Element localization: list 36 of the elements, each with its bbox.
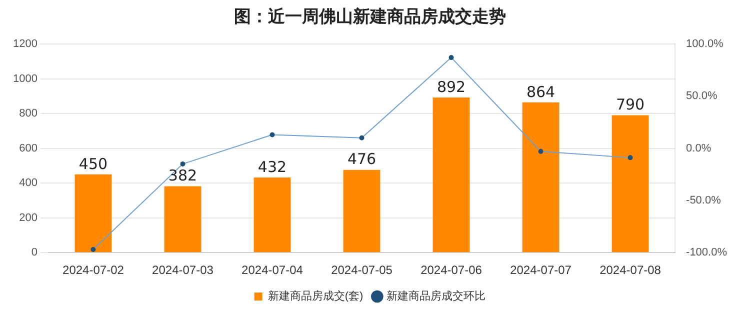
data-label: 476 bbox=[347, 150, 376, 168]
data-label: 864 bbox=[526, 82, 556, 101]
y2-tick-label: -50.0% bbox=[686, 194, 722, 206]
bar bbox=[74, 174, 112, 252]
data-label: 450 bbox=[78, 154, 108, 173]
y2-tick-label: -100.0% bbox=[686, 246, 728, 259]
data-label: 892 bbox=[436, 78, 466, 96]
bar bbox=[522, 102, 560, 252]
data-label: 432 bbox=[258, 158, 287, 176]
x-tick-label: 2024-07-05 bbox=[331, 263, 393, 278]
x-tick-label: 2024-07-08 bbox=[600, 263, 662, 278]
x-tick-label: 2024-07-04 bbox=[242, 263, 304, 278]
legend-label: 新建商品房成交(套) bbox=[268, 290, 364, 303]
chart-title: 图：近一周佛山新建商品房成交走势 bbox=[233, 6, 507, 29]
legend-label: 新建商品房成交环比 bbox=[386, 290, 486, 303]
y-tick-label: 1200 bbox=[12, 38, 38, 50]
y-tick-label: 1000 bbox=[12, 72, 38, 85]
bar bbox=[612, 115, 649, 252]
y-tick-label: 600 bbox=[19, 142, 38, 154]
x-tick-label: 2024-07-02 bbox=[62, 263, 124, 278]
y-tick-label: 800 bbox=[19, 108, 38, 120]
bar bbox=[254, 178, 291, 252]
x-tick-label: 2024-07-03 bbox=[152, 263, 214, 278]
y-tick-label: 400 bbox=[19, 177, 38, 190]
data-label: 790 bbox=[616, 96, 645, 114]
y2-tick-label: 50.0% bbox=[686, 90, 718, 102]
y2-tick-label: 0.0% bbox=[686, 142, 712, 154]
y2-tick-label: 100.0% bbox=[686, 38, 724, 50]
data-label: 382 bbox=[168, 166, 198, 185]
y-tick-label: 200 bbox=[19, 212, 38, 224]
bar bbox=[432, 98, 470, 252]
y-tick-label: 0 bbox=[31, 246, 38, 259]
bar bbox=[343, 170, 380, 252]
x-tick-label: 2024-07-07 bbox=[510, 263, 572, 278]
x-tick-label: 2024-07-06 bbox=[420, 263, 482, 278]
bar bbox=[164, 186, 202, 252]
